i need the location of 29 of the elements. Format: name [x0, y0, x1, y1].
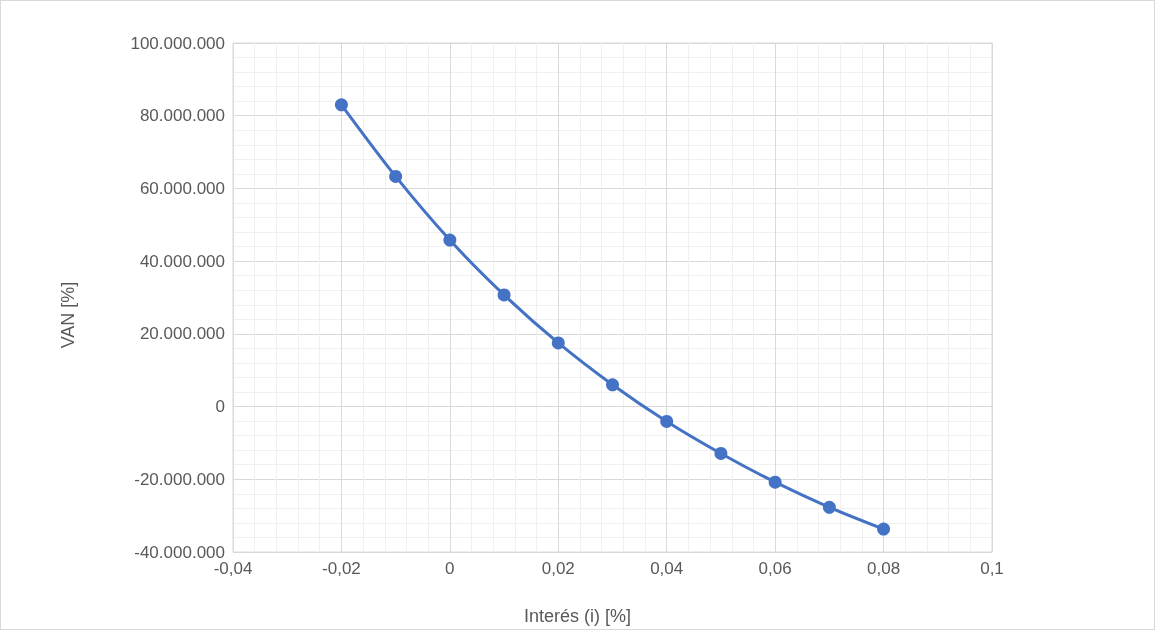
- x-tick-label: 0: [445, 559, 455, 578]
- point: [822, 500, 836, 514]
- point: [768, 475, 782, 489]
- x-tick-label: 0,1: [980, 559, 1004, 578]
- y-tick-label: -40.000.000: [134, 542, 225, 562]
- y-tick-label: 40.000.000: [139, 251, 225, 271]
- x-axis-title: Interés (i) [%]: [523, 606, 632, 626]
- point: [551, 336, 565, 350]
- y-tick-label: 0: [215, 397, 225, 417]
- y-tick-label: -20.000.000: [134, 469, 225, 489]
- x-tick-label: -0,04: [213, 559, 253, 578]
- point: [714, 446, 728, 460]
- y-tick-label: 80.000.000: [139, 106, 225, 126]
- x-tick-label: 0,04: [650, 559, 684, 578]
- point: [334, 98, 348, 112]
- y-tick-label: 20.000.000: [139, 324, 225, 344]
- point: [443, 233, 457, 247]
- point: [660, 414, 674, 428]
- point: [606, 378, 619, 392]
- x-tick-label: -0,02: [322, 559, 361, 578]
- y-axis-title: VAN [%]: [58, 281, 78, 349]
- x-tick-label: 0,08: [867, 559, 901, 578]
- point: [877, 522, 891, 536]
- x-tick-label: 0,06: [758, 559, 792, 578]
- x-tick-label: 0,02: [541, 559, 575, 578]
- y-tick-label: 100.000.000: [130, 33, 225, 53]
- y-tick-label: 60.000.000: [139, 178, 225, 198]
- point: [389, 169, 403, 183]
- point: [497, 288, 511, 302]
